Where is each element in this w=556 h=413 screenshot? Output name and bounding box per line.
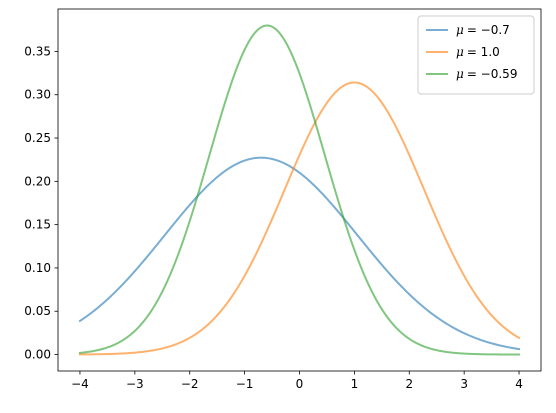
y-tick-label: 0.05 [24,304,51,318]
legend-value: = −0.59 [467,67,518,81]
legend-mu-symbol: μ [456,23,464,37]
legend-value: = 1.0 [467,45,500,59]
y-tick-label: 0.15 [24,218,51,232]
y-tick-label: 0.00 [24,348,51,362]
legend-label-1: μ = −0.7 [456,23,510,37]
x-tick-label: 3 [460,377,468,391]
legend-mu-symbol: μ [456,45,464,59]
x-tick-label: 0 [296,377,304,391]
series-line-1 [78,156,521,351]
y-tick-label: 0.25 [24,131,51,145]
y-tick-label: 0.20 [24,174,51,188]
series-line-3 [78,24,521,356]
legend: μ = −0.7μ = 1.0μ = −0.59 [417,15,535,95]
y-tick-label: 0.10 [24,261,51,275]
x-tick-label: −1 [236,377,254,391]
x-tick-label: −3 [126,377,144,391]
series-lines [78,24,521,356]
y-tick-label: 0.35 [24,44,51,58]
y-tick-label: 0.30 [24,88,51,102]
legend-mu-symbol: μ [456,67,464,81]
x-tick-label: −2 [181,377,199,391]
x-tick-label: 1 [351,377,359,391]
legend-value: = −0.7 [467,23,510,37]
y-axis: 0.00 0.05 0.10 0.15 0.20 0.25 0.30 0.35 [24,44,58,362]
legend-label-3: μ = −0.59 [456,67,517,81]
x-tick-label: 2 [405,377,413,391]
legend-label-2: μ = 1.0 [456,45,500,59]
x-axis: −4 −3 −2 −1 0 1 2 3 4 [71,371,523,391]
x-tick-label: 4 [515,377,523,391]
series-line-2 [78,81,521,356]
x-tick-label: −4 [71,377,89,391]
